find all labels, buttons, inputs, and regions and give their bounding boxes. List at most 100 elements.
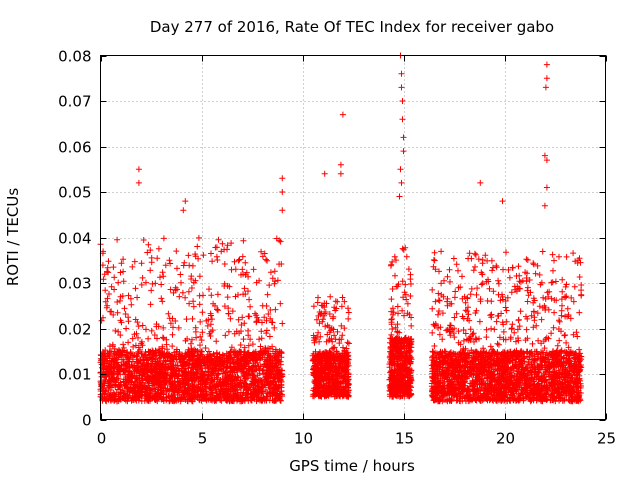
data-point	[199, 309, 206, 316]
data-point	[222, 374, 229, 381]
data-point	[120, 341, 127, 348]
data-point	[471, 250, 478, 257]
data-point	[310, 303, 317, 310]
data-point	[102, 287, 109, 294]
data-point	[215, 307, 221, 314]
data-point	[127, 295, 134, 302]
data-point	[278, 354, 285, 361]
data-point	[118, 260, 125, 267]
data-point	[108, 348, 115, 355]
data-point	[157, 354, 164, 361]
data-point	[222, 332, 229, 339]
data-point	[123, 325, 130, 332]
data-point	[235, 257, 242, 264]
data-point	[247, 336, 254, 343]
data-point	[488, 325, 495, 332]
data-point	[189, 315, 196, 322]
data-point	[436, 297, 443, 304]
data-point	[138, 260, 145, 267]
data-point	[438, 248, 445, 255]
data-point	[129, 263, 136, 270]
data-point	[157, 384, 164, 391]
data-point	[209, 316, 215, 323]
data-point	[271, 324, 278, 331]
data-point	[204, 351, 211, 358]
data-point	[194, 370, 201, 377]
data-point	[117, 269, 124, 276]
grid	[100, 55, 606, 420]
data-point	[176, 293, 183, 300]
data-point	[148, 259, 155, 266]
data-point	[453, 261, 460, 268]
data-point	[128, 301, 135, 308]
data-point	[119, 356, 125, 363]
data-point	[273, 362, 280, 369]
data-point	[556, 253, 562, 260]
data-point	[195, 359, 202, 366]
data-point	[98, 317, 105, 324]
data-point	[241, 376, 248, 383]
data-point	[134, 294, 141, 301]
data-point	[199, 386, 206, 393]
data-point	[228, 240, 235, 247]
data-point	[137, 346, 143, 353]
data-point	[268, 319, 275, 326]
data-point	[228, 344, 235, 351]
data-point	[100, 276, 107, 283]
data-point	[561, 332, 568, 339]
data-point	[539, 248, 546, 255]
data-point	[237, 384, 244, 391]
data-point	[495, 341, 502, 348]
data-point	[266, 282, 273, 289]
data-point	[556, 318, 563, 325]
data-point	[115, 279, 122, 286]
data-point	[250, 372, 256, 379]
data-point	[240, 291, 247, 298]
data-point	[474, 285, 481, 292]
data-point	[115, 328, 122, 335]
data-point	[259, 319, 265, 326]
data-point	[177, 271, 184, 278]
data-point	[241, 285, 248, 292]
data-point	[117, 386, 124, 393]
data-point	[198, 380, 205, 387]
data-point	[160, 273, 167, 280]
data-point	[548, 330, 555, 337]
data-point	[562, 332, 569, 338]
data-point	[239, 253, 246, 260]
data-point	[429, 305, 436, 312]
data-point	[240, 336, 247, 343]
data-point	[432, 298, 439, 305]
data-point	[258, 328, 265, 335]
data-point	[174, 265, 180, 272]
data-point	[242, 355, 249, 362]
data-point	[249, 364, 256, 371]
data-point	[339, 332, 346, 339]
data-point	[138, 340, 145, 347]
data-point	[576, 346, 583, 353]
data-point	[149, 280, 156, 287]
data-point	[156, 355, 163, 362]
data-point	[147, 354, 154, 361]
data-point	[240, 389, 247, 396]
data-point	[403, 253, 410, 260]
data-point	[160, 324, 167, 331]
data-point	[182, 337, 189, 344]
data-point	[388, 331, 395, 338]
data-point	[551, 309, 558, 316]
data-point	[125, 292, 132, 299]
data-point	[190, 279, 197, 286]
data-point	[257, 394, 264, 401]
data-point	[121, 390, 128, 397]
data-point	[213, 253, 220, 260]
data-point	[266, 333, 273, 340]
data-point	[271, 268, 278, 275]
data-point	[101, 360, 108, 367]
data-point	[151, 332, 158, 338]
data-point	[270, 371, 277, 378]
data-point	[405, 266, 412, 273]
data-point	[170, 362, 177, 369]
data-point	[232, 293, 239, 300]
data-point	[249, 371, 256, 378]
data-point	[246, 296, 253, 303]
